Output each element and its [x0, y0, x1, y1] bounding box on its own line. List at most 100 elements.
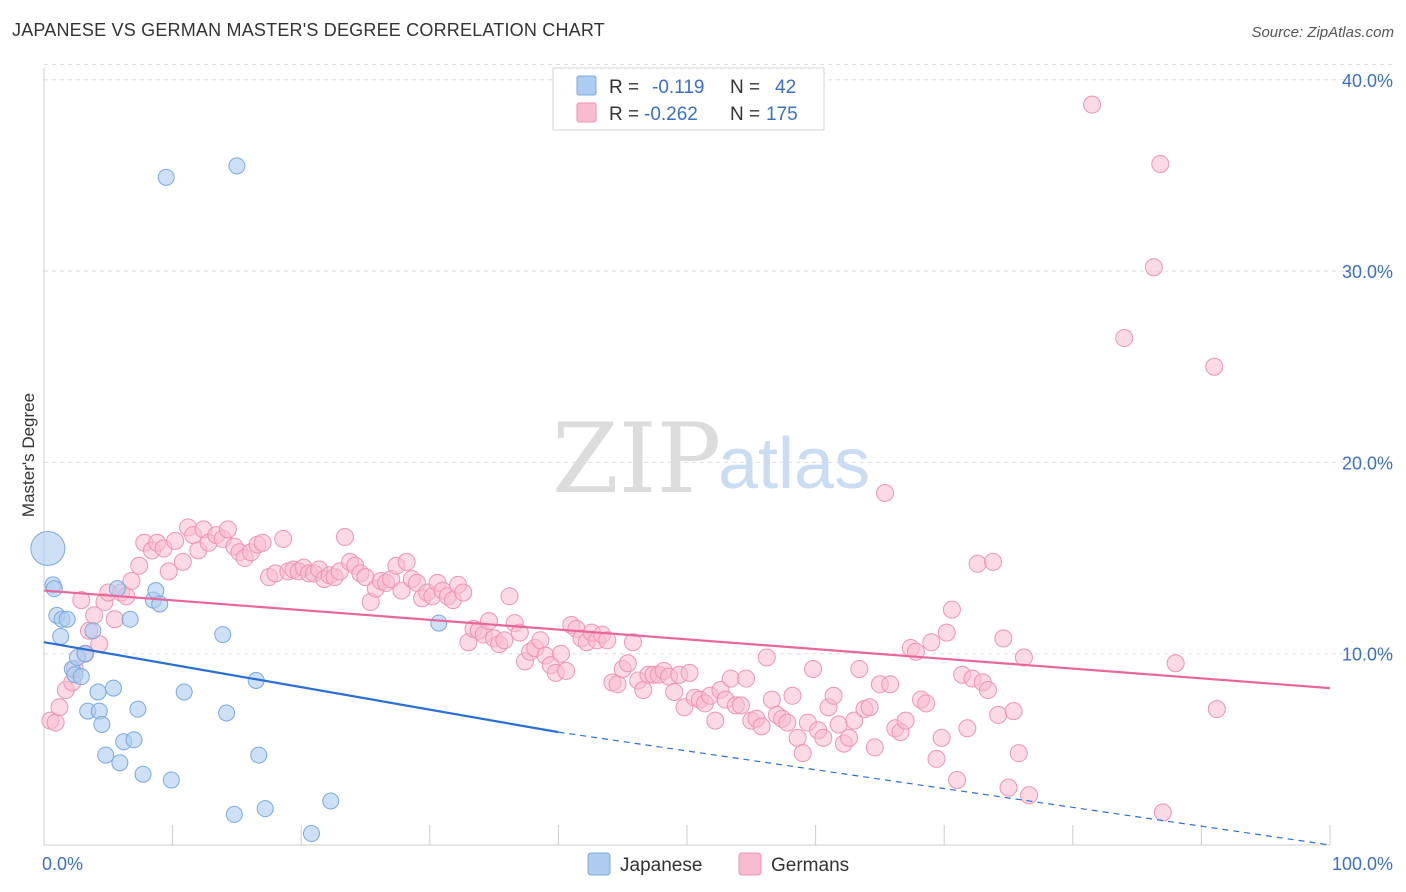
legend-n-label-germans: N = — [730, 104, 760, 125]
japanese-point — [52, 627, 70, 645]
japanese-point — [302, 825, 320, 843]
germans-point — [50, 698, 69, 717]
germans-point — [762, 690, 781, 709]
germans-point — [392, 581, 411, 600]
y-tick-label: 40.0% — [1342, 71, 1393, 91]
japanese-point — [45, 580, 63, 598]
germans-point — [778, 713, 797, 732]
japanese-point — [58, 610, 76, 628]
germans-point — [680, 663, 699, 682]
germans-point — [932, 728, 951, 747]
germans-point — [1153, 803, 1172, 822]
germans-point — [860, 698, 879, 717]
legend-n-label-japanese: N = — [730, 77, 760, 98]
bottom-legend-label-germans: Germans — [771, 855, 849, 876]
germans-point — [1009, 744, 1028, 763]
legend-r-value-germans: -0.262 — [644, 104, 698, 125]
japanese-point — [214, 626, 232, 644]
germans-point — [958, 719, 977, 738]
germans-point — [253, 533, 272, 552]
germans-point — [783, 686, 802, 705]
legend-r-label-germans: R = — [609, 104, 639, 125]
germans-point — [479, 612, 498, 631]
germans-point — [804, 660, 823, 678]
japanese-point — [111, 754, 129, 772]
watermark-atlas: atlas — [718, 424, 870, 504]
germans-point — [896, 711, 915, 730]
japanese-point — [256, 800, 274, 818]
japanese-point — [225, 805, 243, 823]
germans-point — [335, 528, 354, 546]
germans-point — [166, 531, 185, 550]
germans-point — [173, 552, 192, 571]
germans-point — [1115, 329, 1134, 348]
japanese-point — [157, 168, 175, 186]
germans-point — [999, 778, 1018, 797]
germans-point — [706, 711, 725, 730]
germans-point — [989, 705, 1008, 724]
germans-trend-line — [43, 589, 1331, 690]
germans-point — [634, 681, 653, 700]
legend-r-label-japanese: R = — [609, 77, 639, 98]
germans-point — [922, 633, 941, 652]
legend-box — [552, 67, 825, 131]
y-tick-label: 30.0% — [1342, 262, 1393, 282]
germans-point — [840, 728, 859, 747]
japanese-point — [84, 622, 102, 640]
germans-point — [793, 744, 812, 763]
x-tick-label: 100.0% — [1332, 854, 1393, 874]
japanese-trend-extension — [558, 731, 1331, 846]
germans-point — [1166, 654, 1185, 673]
legend-n-value-germans: 175 — [766, 104, 798, 125]
japanese-point — [129, 700, 147, 718]
germans-point — [942, 600, 961, 619]
germans-point — [994, 629, 1013, 648]
y-tick-label: 10.0% — [1342, 645, 1393, 665]
germans-point — [1083, 95, 1102, 114]
germans-point — [1151, 154, 1170, 173]
bottom-legend-swatch-japanese — [587, 852, 611, 876]
germans-point — [454, 583, 473, 602]
japanese-point — [125, 731, 143, 749]
germans-point — [1207, 700, 1226, 719]
germans-point — [159, 562, 178, 581]
germans-point — [618, 654, 637, 673]
germans-point — [531, 631, 550, 650]
germans-point — [1144, 258, 1163, 277]
germans-point — [737, 669, 756, 688]
germans-point — [814, 728, 833, 747]
germans-point — [218, 520, 237, 539]
japanese-point — [72, 668, 90, 686]
source-label: Source: ZipAtlas.com — [1251, 24, 1394, 41]
germans-point — [1004, 702, 1023, 721]
japanese-point — [322, 792, 340, 810]
germans-point — [623, 633, 642, 652]
japanese-point — [30, 530, 66, 566]
bottom-legend-label-japanese: Japanese — [620, 855, 702, 876]
y-axis-label: Master's Degree — [19, 393, 38, 517]
japanese-point — [104, 679, 122, 697]
japanese-point — [108, 580, 126, 598]
germans-point — [665, 682, 684, 701]
germans-point — [46, 713, 65, 732]
germans-point — [948, 770, 967, 789]
germans-point — [927, 749, 946, 768]
germans-point — [845, 711, 864, 730]
germans-point — [598, 631, 617, 650]
y-tick-labels: 10.0% 20.0% 30.0% 40.0% — [1342, 71, 1393, 665]
japanese-point — [218, 704, 236, 722]
germans-point — [608, 675, 627, 694]
japanese-point — [134, 765, 152, 783]
japanese-trend-line — [43, 641, 559, 734]
japanese-point — [97, 746, 115, 764]
germans-point — [937, 623, 956, 642]
japanese-point — [89, 683, 107, 701]
germans-point — [274, 529, 293, 548]
germans-point — [397, 552, 416, 571]
legend-r-value-japanese: -0.119 — [652, 77, 704, 98]
germans-point — [130, 556, 149, 575]
germans-point — [122, 572, 141, 590]
japanese-point — [93, 715, 111, 733]
legend-swatch-japanese — [576, 75, 597, 96]
